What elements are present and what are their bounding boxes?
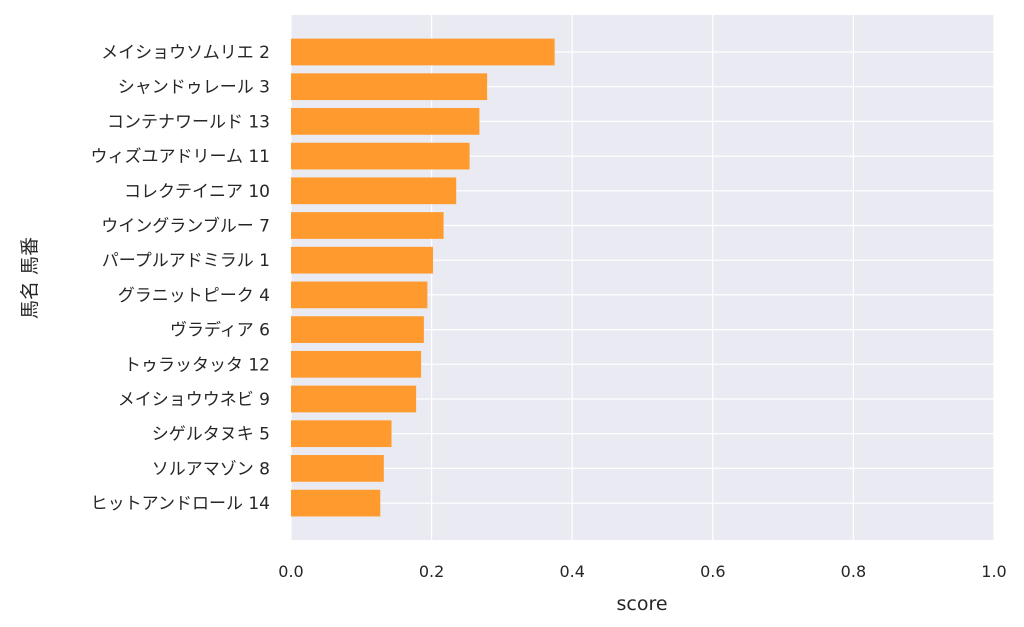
category-label: パープルアドミラル 1	[102, 251, 270, 271]
category-label: ウイングランブルー 7	[101, 216, 270, 237]
x-tick-labels: 0.0 0.2 0.4 0.6 0.8 1.0	[278, 562, 1006, 581]
bar	[291, 420, 392, 448]
bar	[291, 350, 422, 378]
y-axis-title: 馬名 馬番	[19, 237, 41, 319]
category-label: ウィズユアドリーム 11	[90, 147, 270, 167]
x-tick-label: 0.0	[278, 562, 303, 581]
x-axis-title: score	[616, 593, 667, 615]
bar	[291, 316, 424, 343]
x-tick-label: 0.4	[559, 562, 584, 581]
bar	[291, 38, 555, 66]
bar	[291, 281, 428, 309]
bar	[291, 385, 417, 413]
category-label: シャンドゥレール 3	[118, 78, 270, 98]
category-labels: メイショウソムリエ 2 シャンドゥレール 3 コンテナワールド 13 ウィズユアドリー…	[90, 43, 270, 514]
category-label: コンテナワールド 13	[107, 112, 270, 132]
x-tick-label: 0.6	[700, 562, 725, 581]
x-tick-label: 1.0	[981, 562, 1006, 581]
x-tick-label: 0.2	[419, 562, 444, 581]
bar	[291, 73, 488, 101]
category-label: メイショウソムリエ 2	[101, 43, 270, 63]
x-tick-label: 0.8	[841, 562, 866, 581]
bar	[291, 108, 480, 135]
bar	[291, 212, 444, 239]
category-label: トゥラッタッタ 12	[124, 355, 270, 375]
category-label: メイショウウネビ 9	[118, 390, 270, 410]
bar	[291, 246, 434, 274]
bar	[291, 489, 381, 517]
bars	[291, 38, 555, 517]
category-label: ヴラディア 6	[170, 320, 270, 341]
bar	[291, 142, 470, 170]
category-label: グラニットピーク 4	[118, 286, 270, 306]
category-label: シゲルタヌキ 5	[152, 425, 270, 445]
category-label: ヒットアンドロール 14	[91, 494, 270, 514]
category-label: コレクテイニア 10	[124, 182, 270, 202]
plot-area	[291, 15, 994, 540]
category-label: ソルアマゾン 8	[152, 459, 270, 479]
bar	[291, 455, 384, 482]
bar	[291, 177, 457, 205]
